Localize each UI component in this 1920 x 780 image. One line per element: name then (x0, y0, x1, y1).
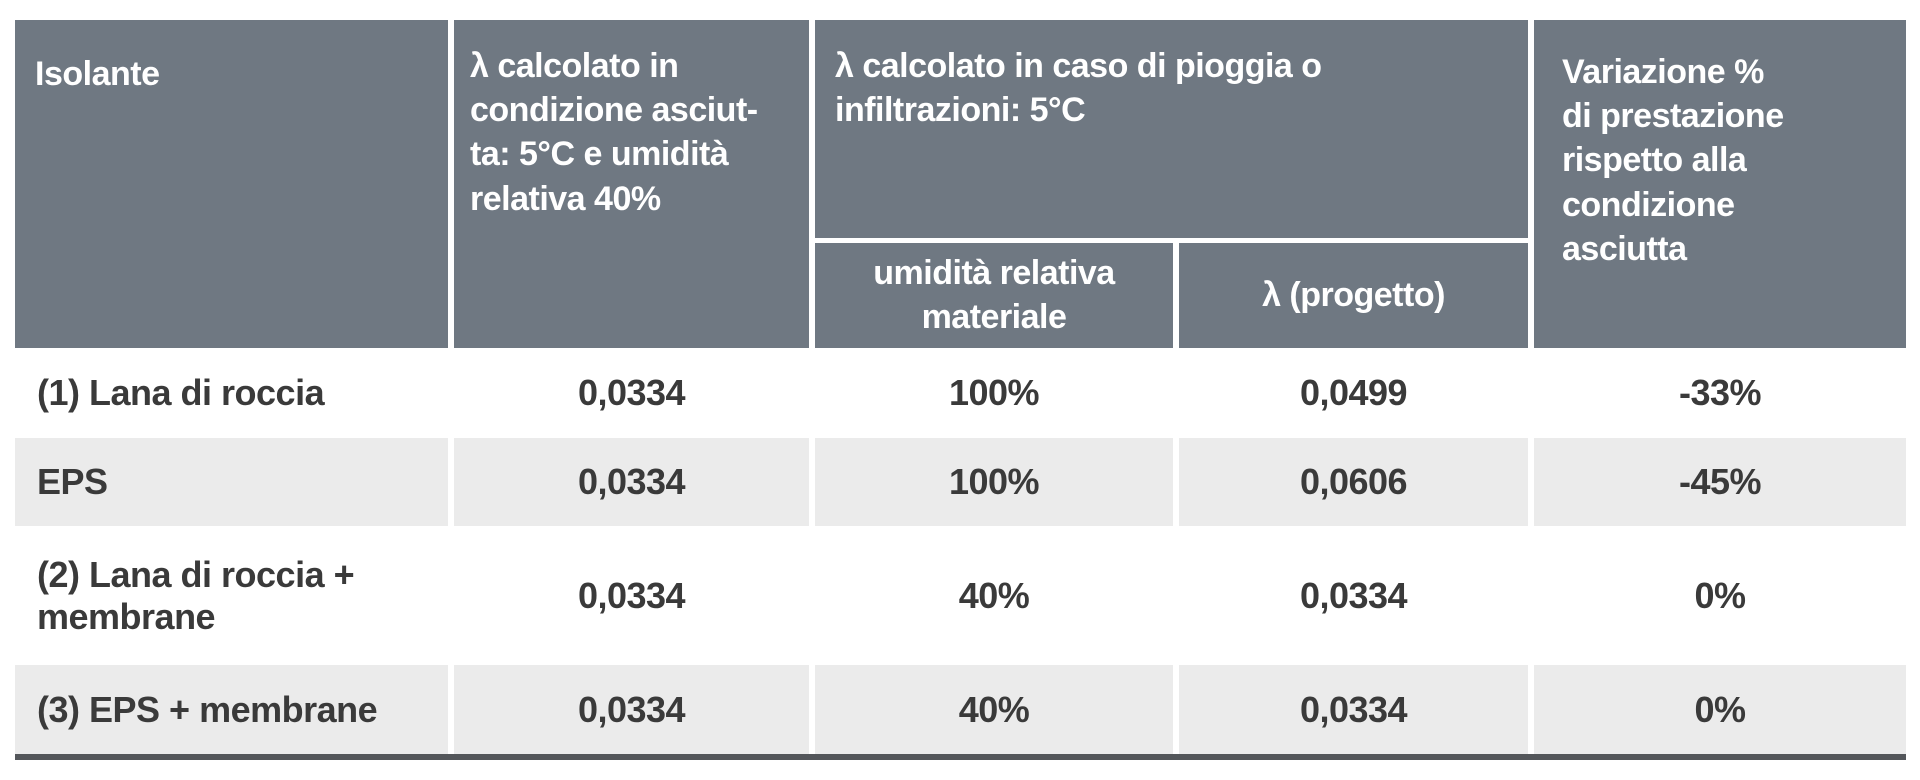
row2-variation: -45% (1534, 438, 1906, 526)
row1-humidity: 100% (815, 348, 1173, 438)
row2-lambda: 0,0606 (1179, 438, 1528, 526)
subheader-lambda-project: λ (progetto) (1179, 243, 1528, 348)
row2-dry: 0,0334 (454, 438, 809, 526)
row4-lambda: 0,0334 (1179, 665, 1528, 754)
row1-dry: 0,0334 (454, 348, 809, 438)
insulation-performance-table: Isolante λ calcolato in condizione asciu… (15, 20, 1906, 760)
header-lambda-dry: λ calcolato in condizione asciut- ta: 5°… (454, 20, 809, 348)
subheader-humidity: umidità relativa materiale (815, 243, 1173, 348)
row4-dry: 0,0334 (454, 665, 809, 754)
header-variation: Variazione % di prestazione rispetto all… (1534, 20, 1906, 348)
row1-lambda: 0,0499 (1179, 348, 1528, 438)
row4-variation: 0% (1534, 665, 1906, 754)
row2-isolante: EPS (15, 438, 448, 526)
row2-humidity: 100% (815, 438, 1173, 526)
row3-lambda: 0,0334 (1179, 526, 1528, 665)
header-lambda-wet-group: λ calcolato in caso di pioggia o infiltr… (815, 20, 1528, 238)
row3-dry: 0,0334 (454, 526, 809, 665)
header-isolante: Isolante (15, 20, 448, 348)
row3-isolante: (2) Lana di roccia + membrane (15, 526, 448, 665)
row3-variation: 0% (1534, 526, 1906, 665)
row4-isolante: (3) EPS + membrane (15, 665, 448, 754)
row4-humidity: 40% (815, 665, 1173, 754)
row3-humidity: 40% (815, 526, 1173, 665)
row1-variation: -33% (1534, 348, 1906, 438)
row1-isolante: (1) Lana di roccia (15, 348, 448, 438)
table-bottom-border (15, 754, 1906, 760)
